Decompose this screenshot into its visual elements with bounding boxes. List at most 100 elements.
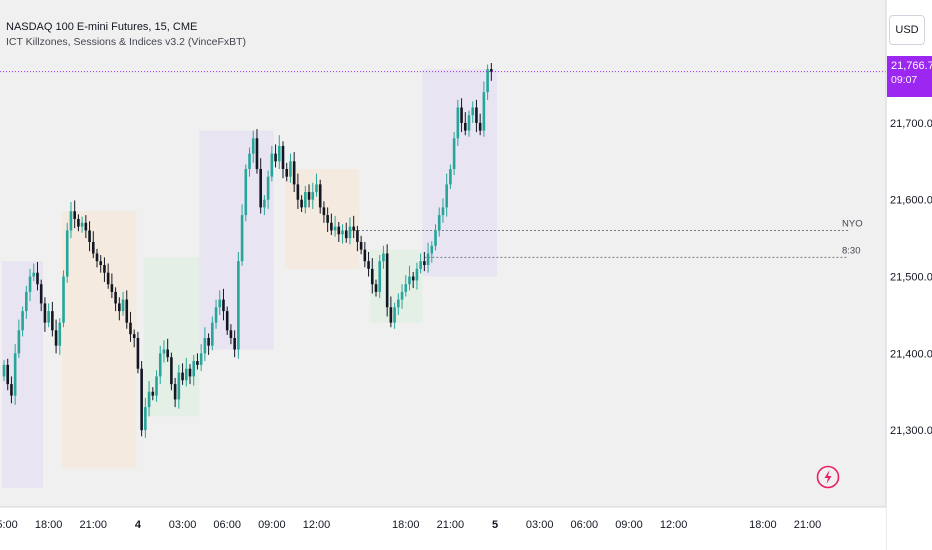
candle-body <box>441 207 445 216</box>
session-zone-asia <box>422 69 497 277</box>
candle-body <box>449 169 452 185</box>
x-tick-label: 12:00 <box>303 519 331 531</box>
candle-body <box>311 192 315 200</box>
candle-body <box>95 253 99 262</box>
candle-body <box>162 349 166 354</box>
candle-body <box>408 276 411 285</box>
candle-body <box>359 241 363 250</box>
time-axis <box>0 507 886 550</box>
candle-body <box>445 184 448 208</box>
candle-body <box>17 330 21 354</box>
candle-body <box>289 161 292 177</box>
candle-body <box>367 261 370 269</box>
candle-body <box>452 138 456 169</box>
candle-body <box>218 299 222 308</box>
session-zone-london <box>284 169 360 269</box>
candle-body <box>315 184 318 193</box>
candle-body <box>25 291 28 312</box>
candle-body <box>456 107 460 139</box>
y-axis-ticks: 21,700.00 21,600.00 21,500.00 21,400.00 21,3… <box>890 118 932 437</box>
candle-body <box>486 69 489 93</box>
candle-body <box>21 311 24 331</box>
candle-body <box>285 169 289 177</box>
candle-body <box>229 330 233 338</box>
candle-body <box>114 291 117 304</box>
x-tick-label: 21:00 <box>80 519 108 531</box>
candle-body <box>404 284 408 292</box>
candle-body <box>467 115 471 131</box>
candle-body <box>344 230 348 239</box>
candle-body <box>88 230 91 242</box>
last-price-badge: 21,766.75 09:07 <box>887 56 932 97</box>
candle-body <box>266 176 270 200</box>
candle-body <box>263 199 266 208</box>
x-tick-label: 21:00 <box>437 519 465 531</box>
session-zones <box>2 69 497 488</box>
candle-body <box>196 361 199 365</box>
candle-body <box>91 241 95 254</box>
candle-body <box>43 303 47 323</box>
candle-body <box>255 138 259 169</box>
x-tick-label: 18:00 <box>392 519 420 531</box>
candle-body <box>13 353 17 396</box>
candle-body <box>192 361 196 377</box>
candle-body <box>207 338 210 346</box>
candle-body <box>173 384 177 400</box>
candle-body <box>296 184 300 200</box>
x-tick-label: 09:00 <box>615 519 643 531</box>
candle-body <box>337 226 341 235</box>
x-tick-label: 06:00 <box>571 519 599 531</box>
candle-body <box>237 261 240 350</box>
candle-body <box>251 138 255 154</box>
candle-body <box>225 311 229 331</box>
session-zone-asia <box>199 130 274 350</box>
candle-body <box>233 338 236 350</box>
candle-body <box>382 253 385 262</box>
candle-body <box>58 322 62 346</box>
candle-body <box>188 368 192 377</box>
candle-body <box>471 107 475 116</box>
candle-body <box>222 299 225 312</box>
x-tick-label: 18:00 <box>35 519 63 531</box>
candle-body <box>370 268 374 285</box>
candle-body <box>385 253 389 308</box>
candle-body <box>356 230 359 242</box>
candle-body <box>318 184 322 208</box>
candle-body <box>393 307 396 323</box>
candle-body <box>110 284 114 292</box>
candle-body <box>460 107 463 123</box>
candle-body <box>434 230 437 246</box>
x-tick-label: 09:00 <box>258 519 286 531</box>
x-axis-ticks: 15:00 18:00 21:00 4 03:00 06:00 09:00 12:00 18:0… <box>0 519 821 531</box>
candle-body <box>147 391 151 408</box>
candle-body <box>330 222 333 231</box>
candle-body <box>155 376 158 396</box>
x-tick-label: 06:00 <box>213 519 241 531</box>
lightning-icon[interactable] <box>816 465 840 489</box>
x-tick-label: 18:00 <box>749 519 777 531</box>
currency-button[interactable]: USD <box>889 15 925 45</box>
candle-body <box>437 215 441 231</box>
candle-body <box>184 368 188 381</box>
candle-body <box>292 161 296 185</box>
candle-body <box>211 322 214 346</box>
candle-body <box>129 322 132 335</box>
candle-body <box>32 272 36 277</box>
candle-body <box>28 276 32 292</box>
candle-body <box>65 230 69 277</box>
candle-body <box>244 169 248 216</box>
y-tick-label: 21,300.00 <box>890 425 932 437</box>
candle-body <box>259 169 262 208</box>
candle-body <box>106 272 110 285</box>
candle-body <box>151 391 155 396</box>
candle-body <box>118 303 121 312</box>
candle-body <box>490 69 493 72</box>
candle-body <box>36 272 39 285</box>
candle-body <box>10 384 13 396</box>
y-tick-label: 21,700.00 <box>890 118 932 130</box>
bar-countdown: 09:07 <box>891 74 918 86</box>
x-tick-label: 5 <box>492 519 498 531</box>
x-tick-label: 4 <box>135 519 142 531</box>
candle-body <box>73 211 76 219</box>
